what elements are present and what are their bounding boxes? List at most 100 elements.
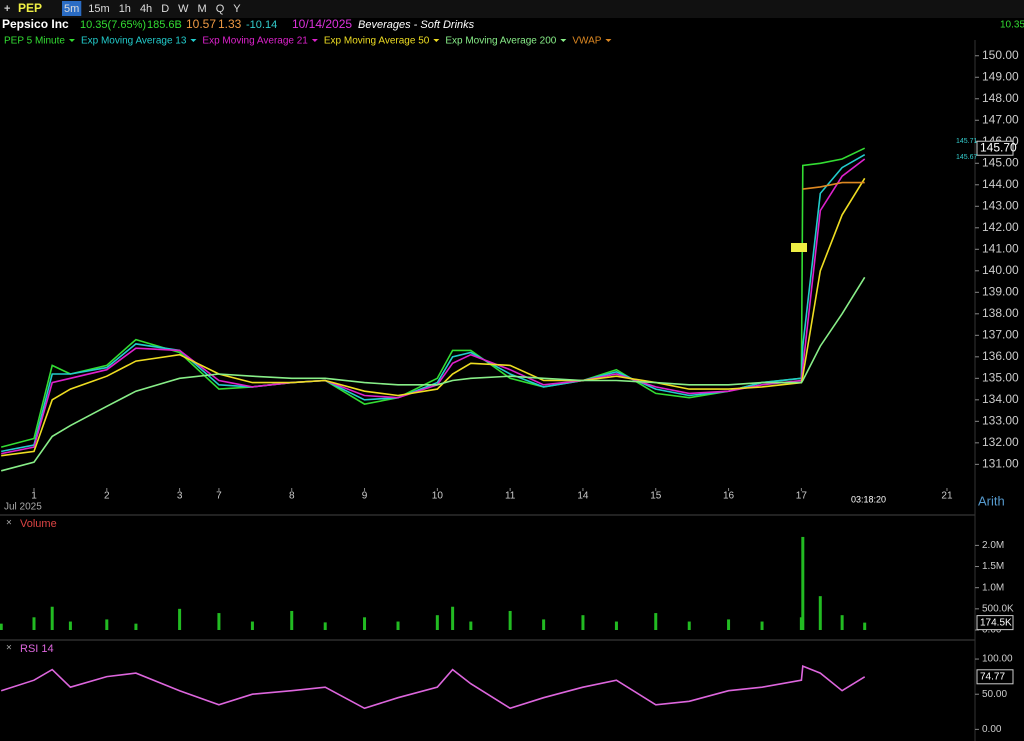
volume-bar xyxy=(818,596,822,630)
company-name: Pepsico Inc xyxy=(2,17,69,31)
interval[interactable]: 1h xyxy=(119,3,131,15)
interval-active xyxy=(62,1,82,16)
annotation: 145.71 xyxy=(956,138,978,145)
y-tick-label: 137.00 xyxy=(982,327,1019,341)
y-tick-label: 149.00 xyxy=(982,69,1019,83)
y-tick-label: 150.00 xyxy=(982,48,1019,62)
x-tick-label: 8 xyxy=(289,491,295,502)
industry: Beverages - Soft Drinks xyxy=(358,19,475,31)
last-value-box xyxy=(976,140,1014,156)
interval[interactable]: W xyxy=(178,3,189,15)
series-line xyxy=(0,276,866,472)
volume-bar xyxy=(134,623,138,630)
toolbar-bg xyxy=(0,0,1024,18)
legend-caret xyxy=(433,39,440,42)
volume-bar xyxy=(451,606,455,630)
volume-bar xyxy=(654,613,658,630)
y-tick-label: 148.00 xyxy=(982,91,1019,105)
y-tick-label: 134.00 xyxy=(982,392,1019,406)
series-line xyxy=(802,181,865,190)
panel-title: Volume xyxy=(20,518,57,530)
volume-bar xyxy=(435,615,439,630)
y-tick-label: 0.00 xyxy=(982,625,1002,636)
last-value-label: 174.5K xyxy=(980,617,1012,628)
y-tick-label: 147.00 xyxy=(982,112,1019,126)
legend-caret xyxy=(311,39,318,42)
last-value-box xyxy=(976,669,1014,685)
legend-caret xyxy=(605,39,612,42)
x-tick-label: 1 xyxy=(31,491,37,502)
volume-bar xyxy=(508,610,512,630)
volume-bar xyxy=(396,621,400,630)
volume-bar xyxy=(363,617,367,630)
interval[interactable]: Q xyxy=(216,3,225,15)
legend-entry[interactable]: Exp Moving Average 50 xyxy=(324,36,430,47)
annotation-bg xyxy=(791,243,807,252)
volume-bar xyxy=(542,619,546,630)
volume-bar xyxy=(760,621,764,630)
volume-bar xyxy=(801,536,805,630)
y-tick-label: 1.0M xyxy=(982,582,1004,593)
volume-bar xyxy=(469,621,473,630)
legend-caret xyxy=(68,39,75,42)
range: 10.57 xyxy=(186,17,216,31)
legend-entry[interactable]: PEP 5 Minute xyxy=(4,36,65,47)
y-tick-label: 141.00 xyxy=(982,241,1019,255)
interval[interactable]: Y xyxy=(233,3,241,15)
symbol[interactable]: PEP xyxy=(18,1,42,15)
y-tick-label: 143.00 xyxy=(982,198,1019,212)
y-tick-label: 135.00 xyxy=(982,370,1019,384)
interval[interactable]: 15m xyxy=(88,3,109,15)
volume-bar xyxy=(290,610,294,630)
volume-bar xyxy=(614,621,618,630)
date: 10/14/2025 xyxy=(292,17,352,31)
y-tick-label: 131.00 xyxy=(982,457,1019,471)
last-value-box xyxy=(976,615,1014,631)
last-value-label: 74.77 xyxy=(980,671,1005,682)
y-tick-label: 50.00 xyxy=(982,689,1007,700)
y-tick-label: 100.00 xyxy=(982,654,1013,665)
x-tick-label: 16 xyxy=(723,491,735,502)
volume-bar xyxy=(840,615,844,630)
change: 10.35(7.65%) xyxy=(80,19,146,31)
legend-entry[interactable]: Exp Moving Average 200 xyxy=(445,36,556,47)
series-line xyxy=(1,177,866,457)
interval[interactable]: D xyxy=(161,3,169,15)
x-tick-label: 2 xyxy=(104,491,110,502)
interval[interactable]: 4h xyxy=(140,3,152,15)
y-tick-label: 133.00 xyxy=(982,414,1019,428)
legend-entry[interactable]: VWAP xyxy=(572,36,601,47)
legend-caret xyxy=(190,39,197,42)
last-value-label: 145.70 xyxy=(980,140,1017,154)
time-label: 03:18:20 xyxy=(851,494,886,504)
legend-entry[interactable]: Exp Moving Average 21 xyxy=(202,36,308,47)
volume-bar xyxy=(105,619,109,630)
y-tick-label: 0.00 xyxy=(982,724,1002,735)
y-tick-label: 500.0K xyxy=(982,603,1014,614)
market-cap: 185.6B xyxy=(147,19,182,31)
x-tick-label: 9 xyxy=(362,491,368,502)
y-tick-label: 2.0M xyxy=(982,540,1004,551)
y-tick-label: 132.00 xyxy=(982,435,1019,449)
x-tick-label: 21 xyxy=(941,491,953,502)
x-tick-label: 3 xyxy=(177,491,183,502)
series-line xyxy=(0,147,866,448)
x-tick-label: 11 xyxy=(505,491,516,502)
volume-bar xyxy=(32,617,36,630)
close-icon-x: × xyxy=(6,643,12,654)
volume-bar xyxy=(863,622,867,630)
y-tick-label: 138.00 xyxy=(982,306,1019,320)
legend-entry[interactable]: Exp Moving Average 13 xyxy=(81,36,187,47)
interval[interactable]: 5m xyxy=(64,3,79,15)
volume-bar xyxy=(0,623,3,630)
interval[interactable]: M xyxy=(198,3,207,15)
x-tick-label: 10 xyxy=(432,491,444,502)
volume-bar xyxy=(323,622,327,630)
x-tick-label: 17 xyxy=(796,491,808,502)
y-tick-label: 142.00 xyxy=(982,220,1019,234)
y-tick-label: 136.00 xyxy=(982,349,1019,363)
scale-label: Arith xyxy=(978,493,1005,508)
volume-bar xyxy=(727,619,731,630)
